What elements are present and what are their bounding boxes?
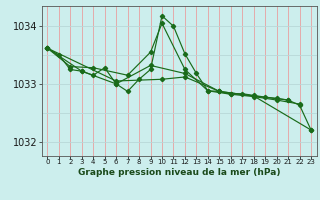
- X-axis label: Graphe pression niveau de la mer (hPa): Graphe pression niveau de la mer (hPa): [78, 168, 280, 177]
